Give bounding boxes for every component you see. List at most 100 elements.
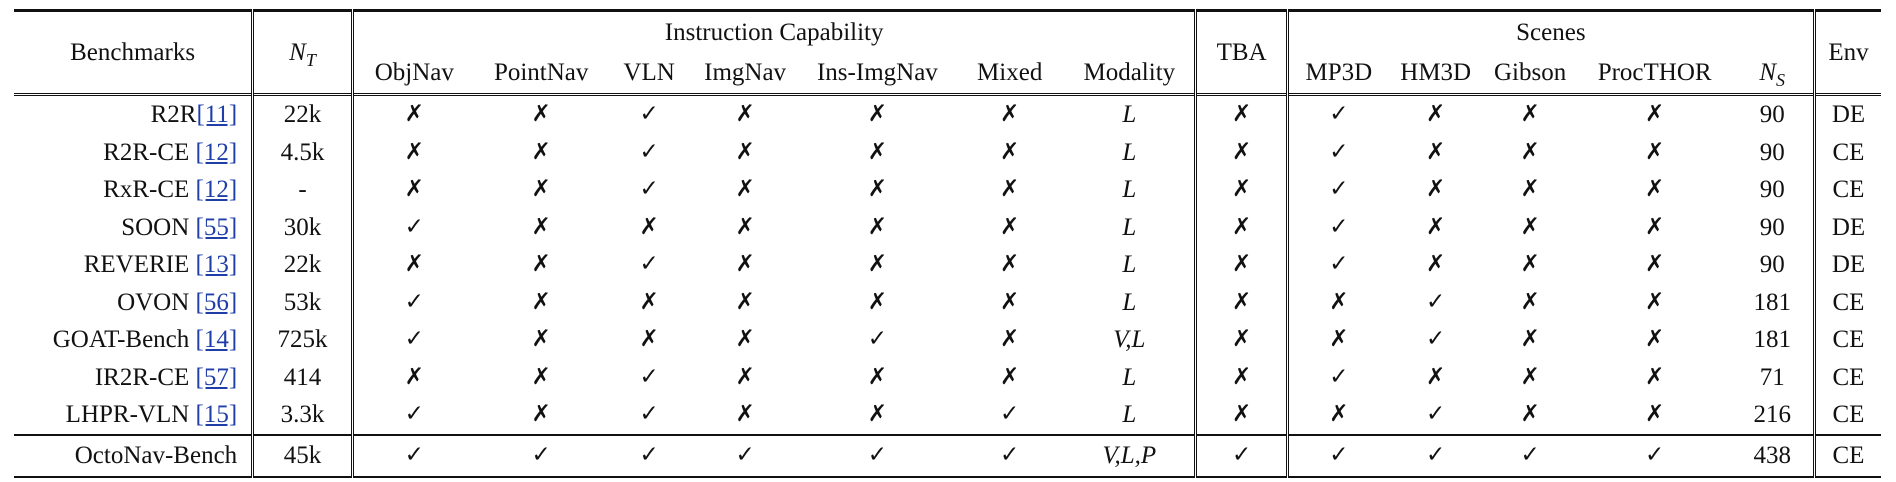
citation-link[interactable]: [11] (196, 101, 238, 128)
nt-cell: - (252, 171, 354, 209)
objnav-cell: ✓ (404, 326, 424, 353)
mp3d-cell: ✓ (1329, 213, 1349, 240)
tba-cell: ✓ (1195, 433, 1289, 477)
pointnav-cell: ✗ (531, 101, 551, 128)
ins-imgnav-cell: ✗ (867, 213, 888, 240)
tba-cell: ✗ (1195, 171, 1289, 209)
nt-cell: 414 (252, 358, 354, 396)
header-row-groups: Benchmarks NT Instruction Capability TBA… (14, 9, 1881, 95)
citation-link[interactable]: [12] (195, 138, 238, 166)
ns-cell: 90 (1731, 246, 1816, 284)
pointnav-cell: ✗ (531, 401, 551, 428)
nt-cell: 725k (252, 321, 354, 359)
benchmark-comparison-table: Benchmarks NT Instruction Capability TBA… (14, 9, 1881, 478)
ns-subscript: S (1776, 70, 1786, 90)
ins-imgnav-cell: ✗ (867, 176, 888, 203)
hm3d-cell: ✓ (1389, 433, 1483, 477)
ins-imgnav-cell: ✗ (867, 101, 888, 128)
citation-link[interactable]: [55] (195, 213, 238, 241)
benchmark-name-cell: OVON [56] (14, 283, 255, 321)
hm3d-cell: ✗ (1426, 138, 1446, 165)
mp3d-cell: ✗ (1329, 326, 1349, 353)
nt-subscript: T (305, 49, 316, 70)
citation-link[interactable]: [12] (195, 176, 238, 203)
imgnav-cell: ✗ (735, 251, 755, 278)
pointnav-cell: ✗ (531, 288, 551, 315)
citation-link[interactable]: [57] (195, 363, 238, 391)
col-benchmarks: Benchmarks (14, 9, 255, 95)
table-row: REVERIE [13] 22k ✗ ✗ ✓ ✗ ✗ ✗ L ✗ ✓ ✗ ✗ ✗ 90 DE (14, 246, 1881, 284)
benchmark-name-cell: REVERIE [13] (14, 246, 255, 284)
nt-cell: 53k (252, 283, 354, 321)
benchmark-name-cell: LHPR-VLN [15] (14, 396, 255, 435)
nt-cell: 4.5k (252, 133, 354, 171)
env-cell: DE (1831, 213, 1866, 241)
hm3d-cell: ✗ (1426, 176, 1446, 203)
benchmark-name-cell: SOON [55] (14, 208, 255, 246)
procthor-cell: ✗ (1645, 138, 1665, 165)
benchmark-name: REVERIE (83, 251, 196, 278)
gibson-cell: ✗ (1520, 288, 1540, 315)
gibson-cell: ✓ (1482, 433, 1578, 477)
table-row: LHPR-VLN [15] 3.3k ✓ ✗ ✓ ✗ ✗ ✓ L ✗ ✗ ✓ ✗ ✗ 216 CE (14, 396, 1881, 435)
col-vln: VLN (623, 59, 675, 86)
benchmark-name: OctoNav-Bench (74, 441, 238, 469)
procthor-cell: ✗ (1645, 326, 1665, 353)
procthor-cell: ✗ (1645, 288, 1665, 315)
ns-cell: 90 (1731, 208, 1816, 246)
col-procthor: ProcTHOR (1597, 59, 1712, 86)
mp3d-cell: ✓ (1329, 138, 1349, 165)
mixed-cell: ✗ (1000, 288, 1020, 315)
modality-cell: V,L (1064, 321, 1198, 359)
citation-link[interactable]: [14] (195, 326, 238, 353)
tba-cell: ✗ (1195, 283, 1289, 321)
col-tba: TBA (1195, 9, 1289, 95)
modality-cell: L (1064, 133, 1198, 171)
ins-imgnav-cell: ✗ (867, 251, 888, 278)
col-imgnav: ImgNav (704, 59, 787, 86)
citation-link[interactable]: [15] (195, 401, 238, 428)
gibson-cell: ✗ (1520, 326, 1540, 353)
env-cell: CE (1832, 138, 1865, 166)
benchmark-name: LHPR-VLN (65, 401, 196, 428)
mixed-cell: ✗ (1000, 176, 1020, 203)
header-row-columns: ObjNav PointNav VLN ImgNav Ins-ImgNav Mi… (14, 52, 1881, 95)
objnav-cell: ✗ (404, 176, 424, 203)
ns-cell: 181 (1731, 283, 1816, 321)
vln-cell: ✓ (639, 251, 659, 278)
tba-cell: ✗ (1195, 396, 1289, 435)
modality-cell: L (1064, 246, 1198, 284)
pointnav-cell: ✓ (474, 433, 608, 477)
mixed-cell: ✓ (1000, 401, 1020, 428)
table-row: IR2R-CE [57] 414 ✗ ✗ ✓ ✗ ✗ ✗ L ✗ ✓ ✗ ✗ ✗ 71 CE (14, 358, 1881, 396)
objnav-cell: ✗ (404, 101, 424, 128)
hm3d-cell: ✗ (1426, 251, 1446, 278)
citation-link[interactable]: [13] (195, 251, 238, 278)
imgnav-cell: ✗ (735, 363, 755, 390)
ns-cell: 181 (1731, 321, 1816, 359)
ins-imgnav-cell: ✓ (867, 326, 888, 353)
mixed-cell: ✗ (1000, 326, 1020, 353)
benchmark-name: IR2R-CE (94, 363, 196, 391)
procthor-cell: ✗ (1645, 401, 1665, 428)
benchmark-name-cell: RxR-CE [12] (14, 171, 255, 209)
procthor-cell: ✗ (1645, 176, 1665, 203)
hm3d-cell: ✗ (1426, 213, 1446, 240)
citation-link[interactable]: [56] (195, 288, 238, 316)
pointnav-cell: ✗ (531, 213, 551, 240)
env-cell: CE (1832, 288, 1865, 316)
benchmark-name: R2R-CE (103, 138, 196, 166)
hm3d-cell: ✓ (1426, 401, 1446, 428)
col-gibson: Gibson (1494, 59, 1567, 86)
ns-cell: 71 (1731, 358, 1816, 396)
ns-symbol: N (1759, 59, 1777, 86)
table-row: OVON [56] 53k ✓ ✗ ✗ ✗ ✗ ✗ L ✗ ✗ ✓ ✗ ✗ 181 CE (14, 283, 1881, 321)
ns-cell: 90 (1731, 133, 1816, 171)
ins-imgnav-cell: ✗ (867, 363, 888, 390)
ins-imgnav-cell: ✓ (799, 433, 956, 477)
ns-cell: 438 (1731, 433, 1816, 477)
imgnav-cell: ✗ (735, 288, 755, 315)
table-row: GOAT-Bench [14] 725k ✓ ✗ ✗ ✗ ✓ ✗ V,L ✗ ✗ ✓ ✗ ✗ 181 CE (14, 321, 1881, 359)
hm3d-cell: ✓ (1426, 288, 1446, 315)
col-ns: NS (1731, 52, 1816, 95)
